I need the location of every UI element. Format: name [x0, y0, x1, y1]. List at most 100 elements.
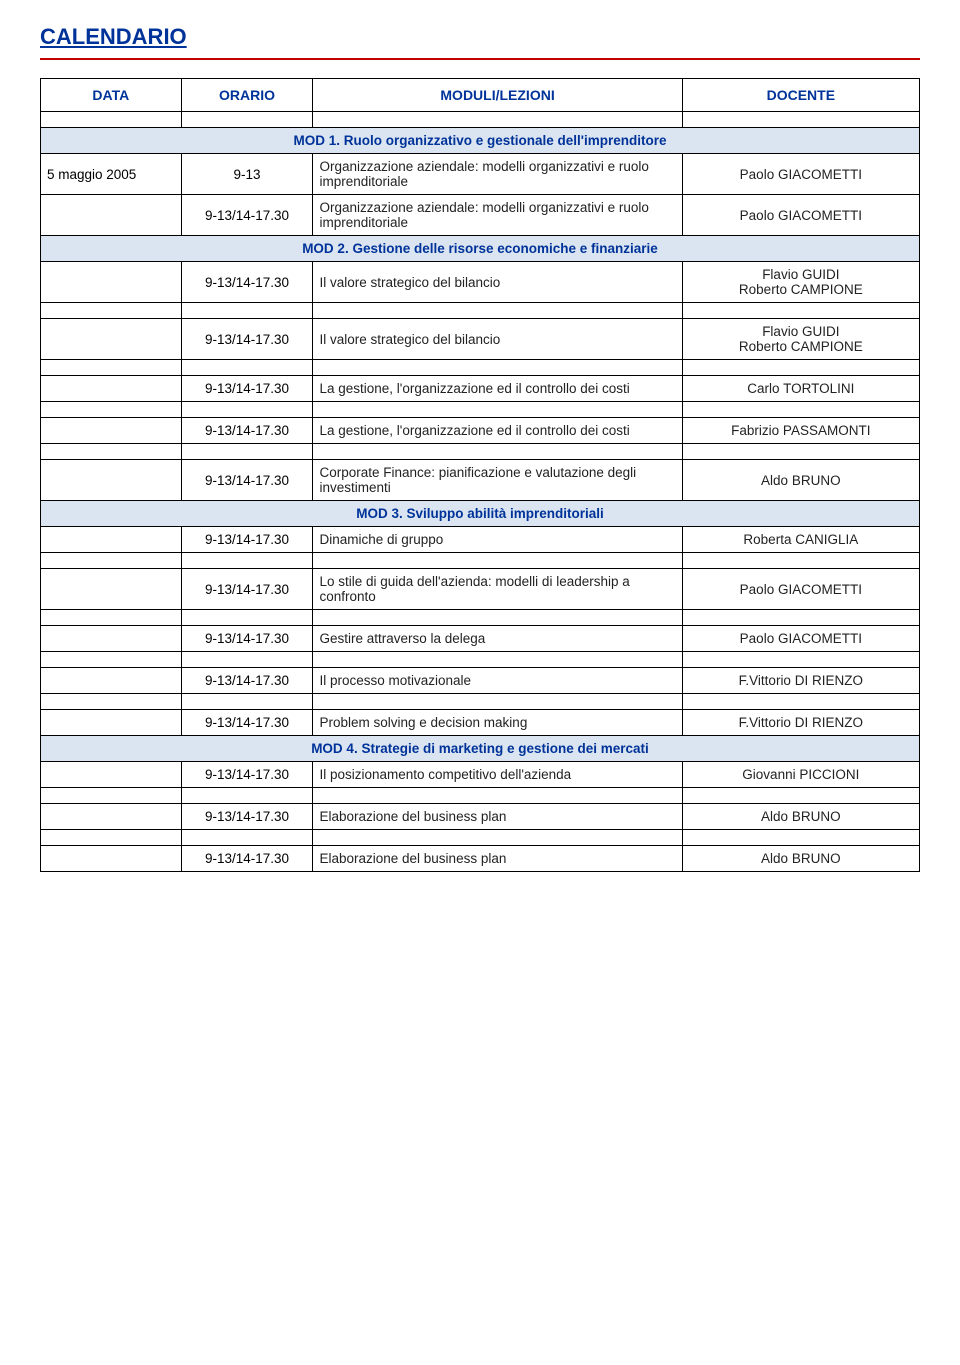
- cell-orario: 9-13/14-17.30: [181, 527, 313, 553]
- cell-orario: 9-13/14-17.30: [181, 626, 313, 652]
- cell-lezione: Elaborazione del business plan: [313, 804, 682, 830]
- cell-lezione: Il valore strategico del bilancio: [313, 262, 682, 303]
- header-orario: ORARIO: [181, 79, 313, 112]
- cell-docente: Giovanni PICCIONI: [682, 762, 919, 788]
- section-mod4: MOD 4. Strategie di marketing e gestione…: [41, 736, 920, 762]
- cell-data: [41, 262, 182, 303]
- cell-data: [41, 195, 182, 236]
- cell-lezione: La gestione, l'organizzazione ed il cont…: [313, 376, 682, 402]
- spacer-row: [41, 830, 920, 846]
- section-mod2-label: MOD 2. Gestione delle risorse economiche…: [41, 236, 920, 262]
- cell-data: [41, 527, 182, 553]
- spacer-row: [41, 303, 920, 319]
- cell-orario: 9-13/14-17.30: [181, 710, 313, 736]
- cell-lezione: Il processo motivazionale: [313, 668, 682, 694]
- cell-lezione: Problem solving e decision making: [313, 710, 682, 736]
- spacer-row: [41, 553, 920, 569]
- spacer-row: [41, 694, 920, 710]
- cell-data: [41, 376, 182, 402]
- table-row: 9-13/14-17.30 Problem solving e decision…: [41, 710, 920, 736]
- table-row: 9-13/14-17.30 La gestione, l'organizzazi…: [41, 376, 920, 402]
- cell-docente: Fabrizio PASSAMONTI: [682, 418, 919, 444]
- section-mod4-label: MOD 4. Strategie di marketing e gestione…: [41, 736, 920, 762]
- cell-data: [41, 762, 182, 788]
- cell-orario: 9-13/14-17.30: [181, 460, 313, 501]
- title-rule: [40, 58, 920, 60]
- cell-data: [41, 710, 182, 736]
- header-docente: DOCENTE: [682, 79, 919, 112]
- spacer-row: [41, 652, 920, 668]
- table-row: 9-13/14-17.30 Dinamiche di gruppo Robert…: [41, 527, 920, 553]
- cell-docente: F.Vittorio DI RIENZO: [682, 710, 919, 736]
- cell-orario: 9-13/14-17.30: [181, 418, 313, 444]
- cell-orario: 9-13: [181, 154, 313, 195]
- cell-docente: Roberta CANIGLIA: [682, 527, 919, 553]
- header-moduli: MODULI/LEZIONI: [313, 79, 682, 112]
- table-row: 9-13/14-17.30 Elaborazione del business …: [41, 804, 920, 830]
- calendar-table: DATA ORARIO MODULI/LEZIONI DOCENTE MOD 1…: [40, 78, 920, 872]
- table-row: 9-13/14-17.30 Il valore strategico del b…: [41, 319, 920, 360]
- cell-data: [41, 668, 182, 694]
- table-row: 9-13/14-17.30 Elaborazione del business …: [41, 846, 920, 872]
- cell-docente: Paolo GIACOMETTI: [682, 569, 919, 610]
- section-mod2: MOD 2. Gestione delle risorse economiche…: [41, 236, 920, 262]
- spacer-row: [41, 444, 920, 460]
- section-mod1: MOD 1. Ruolo organizzativo e gestionale …: [41, 128, 920, 154]
- table-row: 9-13/14-17.30 Il valore strategico del b…: [41, 262, 920, 303]
- section-mod1-label: MOD 1. Ruolo organizzativo e gestionale …: [41, 128, 920, 154]
- cell-lezione: Lo stile di guida dell'azienda: modelli …: [313, 569, 682, 610]
- cell-docente: Paolo GIACOMETTI: [682, 154, 919, 195]
- cell-lezione: Corporate Finance: pianificazione e valu…: [313, 460, 682, 501]
- cell-lezione: Organizzazione aziendale: modelli organi…: [313, 195, 682, 236]
- cell-lezione: Organizzazione aziendale: modelli organi…: [313, 154, 682, 195]
- cell-data: 5 maggio 2005: [41, 154, 182, 195]
- table-row: 9-13/14-17.30 Lo stile di guida dell'azi…: [41, 569, 920, 610]
- cell-orario: 9-13/14-17.30: [181, 319, 313, 360]
- spacer-row: [41, 360, 920, 376]
- spacer-row: [41, 610, 920, 626]
- spacer-row: [41, 402, 920, 418]
- cell-orario: 9-13/14-17.30: [181, 376, 313, 402]
- cell-data: [41, 418, 182, 444]
- section-mod3: MOD 3. Sviluppo abilità imprenditoriali: [41, 501, 920, 527]
- cell-lezione: Il posizionamento competitivo dell'azien…: [313, 762, 682, 788]
- cell-lezione: Elaborazione del business plan: [313, 846, 682, 872]
- section-mod3-label: MOD 3. Sviluppo abilità imprenditoriali: [41, 501, 920, 527]
- cell-docente: Paolo GIACOMETTI: [682, 626, 919, 652]
- cell-docente: Flavio GUIDIRoberto CAMPIONE: [682, 262, 919, 303]
- cell-docente: F.Vittorio DI RIENZO: [682, 668, 919, 694]
- cell-docente: Flavio GUIDIRoberto CAMPIONE: [682, 319, 919, 360]
- spacer-row: [41, 788, 920, 804]
- table-row: 9-13/14-17.30 Corporate Finance: pianifi…: [41, 460, 920, 501]
- cell-orario: 9-13/14-17.30: [181, 846, 313, 872]
- table-row: 9-13/14-17.30 Organizzazione aziendale: …: [41, 195, 920, 236]
- cell-data: [41, 319, 182, 360]
- page-title: CALENDARIO: [40, 24, 920, 50]
- cell-docente: Aldo BRUNO: [682, 804, 919, 830]
- cell-data: [41, 846, 182, 872]
- cell-orario: 9-13/14-17.30: [181, 804, 313, 830]
- cell-docente: Aldo BRUNO: [682, 846, 919, 872]
- table-row: 9-13/14-17.30 Il processo motivazionale …: [41, 668, 920, 694]
- cell-lezione: La gestione, l'organizzazione ed il cont…: [313, 418, 682, 444]
- cell-orario: 9-13/14-17.30: [181, 195, 313, 236]
- table-header-row: DATA ORARIO MODULI/LEZIONI DOCENTE: [41, 79, 920, 112]
- table-row: 9-13/14-17.30 Gestire attraverso la dele…: [41, 626, 920, 652]
- cell-lezione: Gestire attraverso la delega: [313, 626, 682, 652]
- cell-orario: 9-13/14-17.30: [181, 668, 313, 694]
- cell-lezione: Dinamiche di gruppo: [313, 527, 682, 553]
- cell-data: [41, 626, 182, 652]
- table-row: 9-13/14-17.30 Il posizionamento competit…: [41, 762, 920, 788]
- cell-orario: 9-13/14-17.30: [181, 262, 313, 303]
- table-row: 9-13/14-17.30 La gestione, l'organizzazi…: [41, 418, 920, 444]
- spacer-row: [41, 112, 920, 128]
- cell-data: [41, 460, 182, 501]
- header-data: DATA: [41, 79, 182, 112]
- cell-data: [41, 804, 182, 830]
- table-row: 5 maggio 2005 9-13 Organizzazione aziend…: [41, 154, 920, 195]
- cell-docente: Paolo GIACOMETTI: [682, 195, 919, 236]
- cell-docente: Carlo TORTOLINI: [682, 376, 919, 402]
- cell-docente: Aldo BRUNO: [682, 460, 919, 501]
- cell-lezione: Il valore strategico del bilancio: [313, 319, 682, 360]
- cell-orario: 9-13/14-17.30: [181, 569, 313, 610]
